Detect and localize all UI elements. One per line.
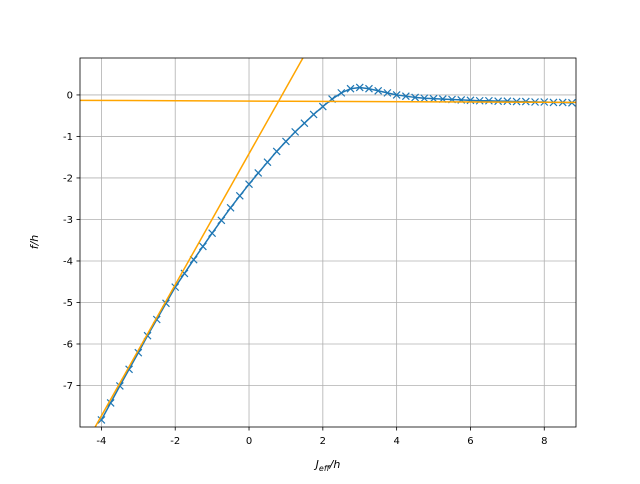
data-marker — [272, 147, 281, 156]
y-tick-label: -2 — [63, 173, 73, 184]
data-marker — [355, 83, 364, 92]
data-marker — [392, 91, 401, 99]
data-marker — [217, 216, 226, 225]
data-marker — [226, 203, 235, 212]
data-marker — [198, 242, 207, 251]
data-marker — [420, 94, 429, 103]
data-marker — [254, 169, 263, 177]
data-marker — [374, 86, 383, 95]
data-marker — [337, 88, 346, 97]
data-marker — [208, 229, 217, 238]
x-tick-label: 8 — [541, 436, 547, 447]
x-tick-label: 6 — [467, 436, 473, 447]
grid — [80, 58, 576, 427]
data-marker — [383, 88, 392, 97]
y-axis-label: f/h — [28, 235, 41, 250]
data-marker — [411, 93, 420, 102]
data-marker — [106, 399, 115, 407]
data-marker — [318, 102, 327, 111]
y-tick-label: -7 — [63, 381, 73, 392]
x-tick-label: 0 — [246, 436, 252, 447]
y-tick-label: -6 — [63, 339, 73, 350]
x-tick-label: 4 — [393, 436, 399, 447]
data-marker — [346, 84, 355, 93]
data-line — [80, 99, 576, 104]
data-marker — [429, 94, 438, 103]
data-marker — [282, 137, 290, 146]
x-axis-label: Jeff/h — [314, 458, 341, 473]
data-marker — [309, 110, 318, 119]
x-tick-label: -4 — [96, 436, 106, 447]
data-marker — [291, 127, 300, 136]
data-line — [94, 58, 304, 427]
ticks: -4 -2 0 2 4 6 8 -7 -6 -5 -4 -3 -2 -1 0 — [63, 90, 547, 447]
data-marker — [401, 92, 410, 101]
x-tick-label: 2 — [320, 436, 326, 447]
data-marker — [475, 96, 484, 105]
data-marker — [365, 84, 373, 93]
y-tick-label: -4 — [63, 256, 73, 267]
data-marker — [235, 191, 244, 200]
data-marker — [97, 416, 106, 424]
x-tick-label: -2 — [170, 436, 180, 447]
plot-area — [80, 58, 576, 427]
y-tick-label: -1 — [63, 132, 73, 143]
data-marker — [503, 97, 512, 106]
x-label-rest: /h — [329, 458, 341, 471]
data-marker — [245, 180, 253, 189]
data-marker — [263, 158, 272, 167]
x-label-main: J — [314, 458, 319, 471]
y-tick-label: -5 — [63, 298, 73, 309]
data-marker — [300, 119, 309, 128]
data-line — [100, 86, 572, 421]
axes-frame — [79, 57, 577, 428]
data-marker — [484, 96, 493, 105]
x-label-subscript: eff — [319, 464, 331, 473]
y-tick-label: -3 — [63, 215, 73, 226]
y-tick-label: 0 — [67, 90, 73, 101]
data-marker — [494, 97, 503, 106]
